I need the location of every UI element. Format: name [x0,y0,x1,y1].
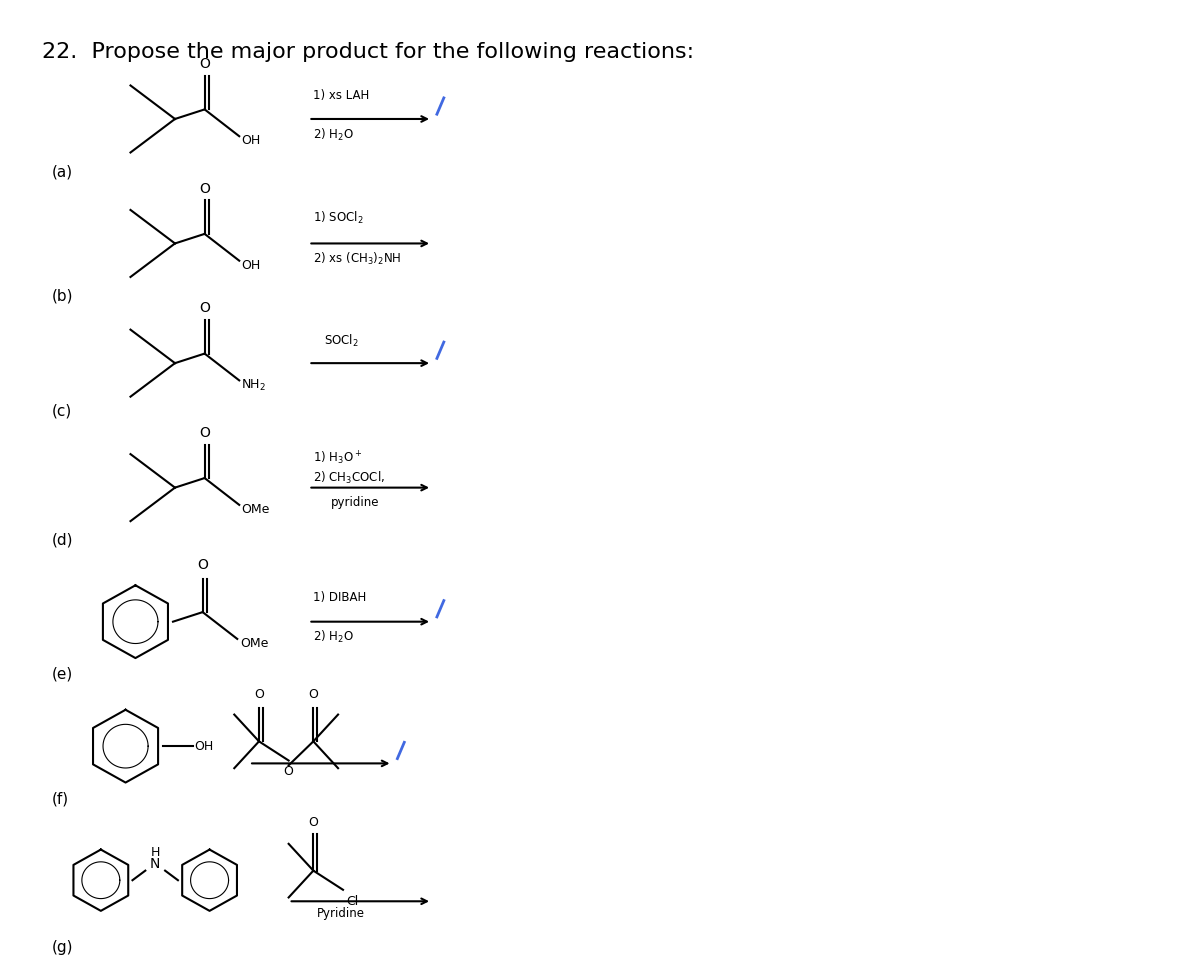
Text: 1) DIBAH: 1) DIBAH [313,591,367,605]
Text: O: O [197,558,208,572]
Text: OH: OH [241,135,260,147]
Text: 2) CH$_3$COCl,: 2) CH$_3$COCl, [313,470,385,486]
Text: Pyridine: Pyridine [317,907,365,920]
Text: SOCl$_2$: SOCl$_2$ [324,333,359,348]
Text: (f): (f) [52,791,68,807]
Text: 2) xs (CH$_3$)$_2$NH: 2) xs (CH$_3$)$_2$NH [313,251,402,267]
Text: OMe: OMe [240,637,269,650]
Text: (c): (c) [52,404,72,418]
Text: NH$_2$: NH$_2$ [241,378,266,392]
Text: Cl: Cl [346,895,359,907]
Text: pyridine: pyridine [331,496,379,509]
Text: 1) H$_3$O$^+$: 1) H$_3$O$^+$ [313,449,362,467]
Text: (d): (d) [52,533,73,547]
Text: (b): (b) [52,289,73,303]
Text: (a): (a) [52,165,72,179]
Text: 1) xs LAH: 1) xs LAH [313,89,370,101]
Text: 22.  Propose the major product for the following reactions:: 22. Propose the major product for the fo… [42,42,694,62]
Text: (g): (g) [52,940,73,955]
Text: O: O [308,688,318,701]
Text: H: H [150,846,160,859]
Text: OH: OH [194,740,214,752]
Text: N: N [150,857,161,871]
Text: 1) SOCl$_2$: 1) SOCl$_2$ [313,211,364,226]
Text: O: O [199,301,210,315]
Text: (e): (e) [52,667,73,681]
Text: 2) H$_2$O: 2) H$_2$O [313,126,354,143]
Text: O: O [199,182,210,195]
Text: O: O [254,688,264,701]
Text: O: O [199,57,210,71]
Text: O: O [199,426,210,440]
Text: OMe: OMe [241,503,270,516]
Text: O: O [308,815,318,829]
Text: O: O [283,766,294,778]
Text: 2) H$_2$O: 2) H$_2$O [313,630,354,645]
Text: OH: OH [241,259,260,272]
